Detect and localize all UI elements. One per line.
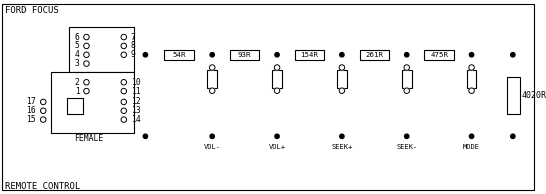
Text: SEEK-: SEEK- xyxy=(396,144,417,150)
Text: 4: 4 xyxy=(75,50,80,59)
Bar xyxy=(360,50,389,60)
Circle shape xyxy=(40,99,46,105)
Text: 17: 17 xyxy=(26,97,35,107)
Bar xyxy=(424,50,454,60)
Circle shape xyxy=(405,134,409,139)
Bar xyxy=(51,72,134,133)
Circle shape xyxy=(511,53,515,57)
Circle shape xyxy=(121,108,127,113)
Text: MODE: MODE xyxy=(463,144,480,150)
Text: 5: 5 xyxy=(75,41,80,50)
Text: 261R: 261R xyxy=(365,52,383,58)
Circle shape xyxy=(84,80,89,85)
Text: 154R: 154R xyxy=(300,52,318,58)
Circle shape xyxy=(404,65,410,70)
Circle shape xyxy=(121,117,127,122)
Circle shape xyxy=(275,134,279,139)
Circle shape xyxy=(210,53,215,57)
Text: 14: 14 xyxy=(130,115,140,124)
Circle shape xyxy=(274,88,280,94)
Text: FEMALE: FEMALE xyxy=(74,134,103,143)
Bar xyxy=(295,50,324,60)
Circle shape xyxy=(405,53,409,57)
Circle shape xyxy=(121,43,127,49)
Text: FORD FOCUS: FORD FOCUS xyxy=(5,6,58,15)
Text: 12: 12 xyxy=(130,97,140,107)
Bar xyxy=(507,77,520,114)
Text: REMOTE CONTROL: REMOTE CONTROL xyxy=(5,182,80,191)
Text: SEEK+: SEEK+ xyxy=(331,144,353,150)
Text: 54R: 54R xyxy=(172,52,186,58)
Circle shape xyxy=(121,52,127,57)
Circle shape xyxy=(40,108,46,113)
Text: 8: 8 xyxy=(130,41,135,50)
Text: 15: 15 xyxy=(26,115,35,124)
Text: 2: 2 xyxy=(75,78,80,87)
Circle shape xyxy=(121,80,127,85)
Text: 93R: 93R xyxy=(238,52,251,58)
Circle shape xyxy=(84,88,89,94)
Circle shape xyxy=(121,88,127,94)
Text: 6: 6 xyxy=(75,33,80,42)
Circle shape xyxy=(340,134,344,139)
Text: 7: 7 xyxy=(130,33,135,42)
Circle shape xyxy=(84,43,89,49)
Circle shape xyxy=(210,134,215,139)
Text: VOL-: VOL- xyxy=(204,144,221,150)
Text: 16: 16 xyxy=(26,106,35,115)
Circle shape xyxy=(274,65,280,70)
Circle shape xyxy=(210,65,215,70)
Circle shape xyxy=(469,65,474,70)
Bar xyxy=(69,27,134,72)
Text: 475R: 475R xyxy=(430,52,448,58)
Bar xyxy=(337,70,347,88)
Circle shape xyxy=(40,117,46,122)
Bar xyxy=(67,98,82,114)
Bar xyxy=(467,70,477,88)
Circle shape xyxy=(469,88,474,94)
Circle shape xyxy=(143,53,147,57)
Text: 1: 1 xyxy=(75,87,80,96)
Circle shape xyxy=(121,99,127,105)
Circle shape xyxy=(210,88,215,94)
Circle shape xyxy=(84,61,89,66)
Circle shape xyxy=(404,88,410,94)
Bar xyxy=(207,70,217,88)
Circle shape xyxy=(84,52,89,57)
Circle shape xyxy=(470,53,474,57)
Circle shape xyxy=(339,65,345,70)
Circle shape xyxy=(470,134,474,139)
Circle shape xyxy=(511,134,515,139)
Circle shape xyxy=(340,53,344,57)
Bar xyxy=(230,50,259,60)
Circle shape xyxy=(121,34,127,40)
Text: 4020R: 4020R xyxy=(522,91,546,100)
Text: 9: 9 xyxy=(130,50,135,59)
Bar xyxy=(164,50,193,60)
Circle shape xyxy=(339,88,345,94)
Text: 13: 13 xyxy=(130,106,140,115)
Text: 10: 10 xyxy=(130,78,140,87)
Circle shape xyxy=(275,53,279,57)
Text: VOL+: VOL+ xyxy=(269,144,286,150)
Circle shape xyxy=(143,134,147,139)
Bar xyxy=(402,70,412,88)
Circle shape xyxy=(84,34,89,40)
Bar xyxy=(272,70,282,88)
Text: 3: 3 xyxy=(75,59,80,68)
Text: 11: 11 xyxy=(130,87,140,96)
